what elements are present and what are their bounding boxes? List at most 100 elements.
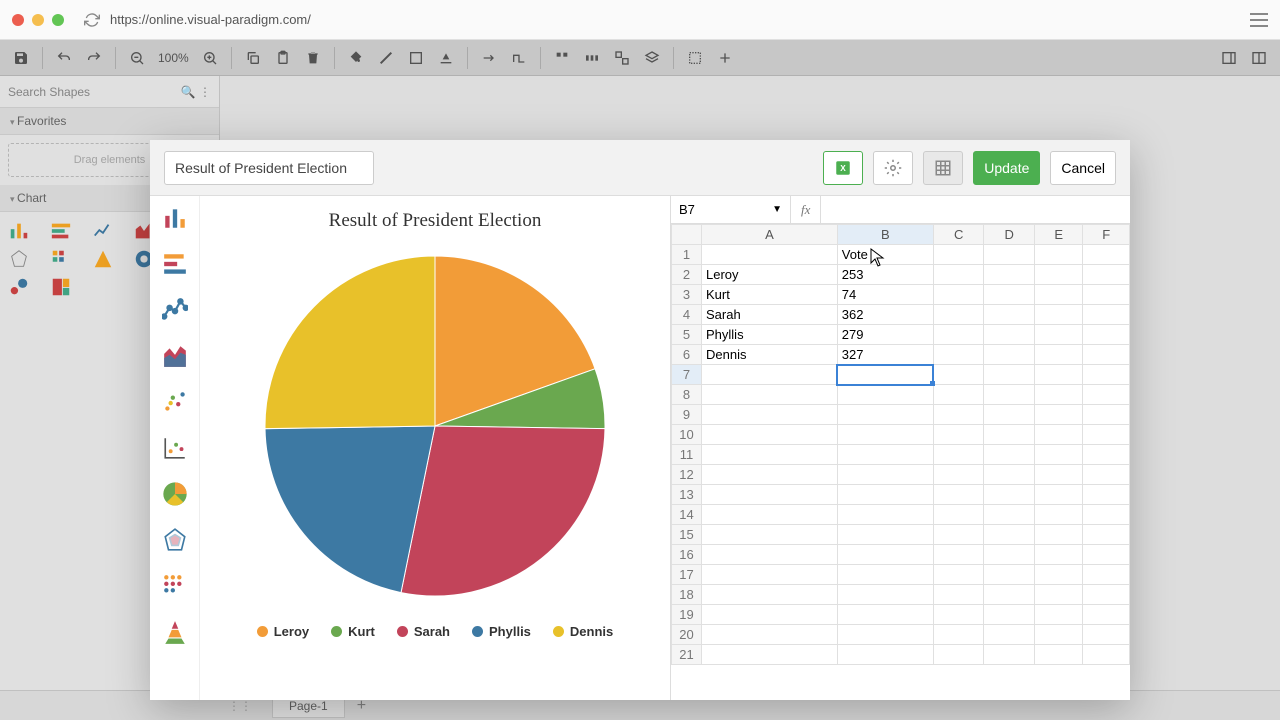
pyramid-icon[interactable] [92,248,114,270]
cell-D10[interactable] [984,425,1034,445]
cell-A15[interactable] [702,525,838,545]
cell-E21[interactable] [1034,645,1083,665]
row-header-19[interactable]: 19 [672,605,702,625]
row-header-12[interactable]: 12 [672,465,702,485]
cell-D8[interactable] [984,385,1034,405]
cell-B10[interactable] [837,425,933,445]
minimize-window-icon[interactable] [32,14,44,26]
cell-B18[interactable] [837,585,933,605]
legend-item-kurt[interactable]: Kurt [331,624,375,639]
cell-B19[interactable] [837,605,933,625]
delete-icon[interactable] [300,45,326,71]
type-column-icon[interactable] [161,204,189,232]
dropdown-icon[interactable]: ▼ [772,204,782,215]
cell-F13[interactable] [1083,485,1130,505]
refresh-icon[interactable] [84,12,100,28]
cell-E10[interactable] [1034,425,1083,445]
cell-E15[interactable] [1034,525,1083,545]
cell-C16[interactable] [933,545,983,565]
cell-D21[interactable] [984,645,1034,665]
cell-C9[interactable] [933,405,983,425]
update-button[interactable]: Update [973,151,1040,185]
cell-E8[interactable] [1034,385,1083,405]
cell-D17[interactable] [984,565,1034,585]
cell-A19[interactable] [702,605,838,625]
save-icon[interactable] [8,45,34,71]
row-header-16[interactable]: 16 [672,545,702,565]
radar-chart-icon[interactable] [8,248,30,270]
row-header-11[interactable]: 11 [672,445,702,465]
cell-D18[interactable] [984,585,1034,605]
cell-B12[interactable] [837,465,933,485]
row-header-1[interactable]: 1 [672,245,702,265]
cell-A8[interactable] [702,385,838,405]
fill-icon[interactable] [343,45,369,71]
cell-F15[interactable] [1083,525,1130,545]
type-radar-icon[interactable] [161,526,189,554]
cell-B7[interactable] [837,365,933,385]
stacked-bar-icon[interactable] [50,220,72,242]
shape-icon[interactable] [403,45,429,71]
row-header-9[interactable]: 9 [672,405,702,425]
cell-A20[interactable] [702,625,838,645]
cell-F8[interactable] [1083,385,1130,405]
excel-import-button[interactable]: X [823,151,863,185]
redo-icon[interactable] [81,45,107,71]
row-header-10[interactable]: 10 [672,425,702,445]
cell-F9[interactable] [1083,405,1130,425]
cell-D20[interactable] [984,625,1034,645]
cell-E6[interactable] [1034,345,1083,365]
cell-C17[interactable] [933,565,983,585]
col-header-F[interactable]: F [1083,225,1130,245]
cell-C11[interactable] [933,445,983,465]
row-header-8[interactable]: 8 [672,385,702,405]
cell-D3[interactable] [984,285,1034,305]
row-header-17[interactable]: 17 [672,565,702,585]
cell-C10[interactable] [933,425,983,445]
group-icon[interactable] [609,45,635,71]
style-icon[interactable] [433,45,459,71]
cell-D7[interactable] [984,365,1034,385]
arrow-icon[interactable] [476,45,502,71]
panel-right-icon[interactable] [1216,45,1242,71]
cell-E1[interactable] [1034,245,1083,265]
cell-F2[interactable] [1083,265,1130,285]
distribute-icon[interactable] [579,45,605,71]
cell-B17[interactable] [837,565,933,585]
cell-F1[interactable] [1083,245,1130,265]
legend-item-sarah[interactable]: Sarah [397,624,450,639]
cell-F4[interactable] [1083,305,1130,325]
cell-F17[interactable] [1083,565,1130,585]
cancel-button[interactable]: Cancel [1050,151,1116,185]
cell-E5[interactable] [1034,325,1083,345]
cell-E2[interactable] [1034,265,1083,285]
zoom-level[interactable]: 100% [158,51,189,65]
cell-E7[interactable] [1034,365,1083,385]
row-header-3[interactable]: 3 [672,285,702,305]
cell-D19[interactable] [984,605,1034,625]
row-header-2[interactable]: 2 [672,265,702,285]
cell-B5[interactable]: 279 [837,325,933,345]
cell-A9[interactable] [702,405,838,425]
row-header-7[interactable]: 7 [672,365,702,385]
cell-E16[interactable] [1034,545,1083,565]
type-area-icon[interactable] [161,342,189,370]
paste-icon[interactable] [270,45,296,71]
cell-C18[interactable] [933,585,983,605]
cell-F20[interactable] [1083,625,1130,645]
cell-A13[interactable] [702,485,838,505]
cell-D14[interactable] [984,505,1034,525]
drag-handle-icon[interactable]: ⋮⋮ [228,699,252,713]
type-line-icon[interactable] [161,296,189,324]
cell-A12[interactable] [702,465,838,485]
settings-button[interactable] [873,151,913,185]
cell-C6[interactable] [933,345,983,365]
cell-A17[interactable] [702,565,838,585]
maximize-window-icon[interactable] [52,14,64,26]
cell-C20[interactable] [933,625,983,645]
connector-icon[interactable] [506,45,532,71]
cell-C14[interactable] [933,505,983,525]
cell-F19[interactable] [1083,605,1130,625]
cell-F5[interactable] [1083,325,1130,345]
cell-D16[interactable] [984,545,1034,565]
